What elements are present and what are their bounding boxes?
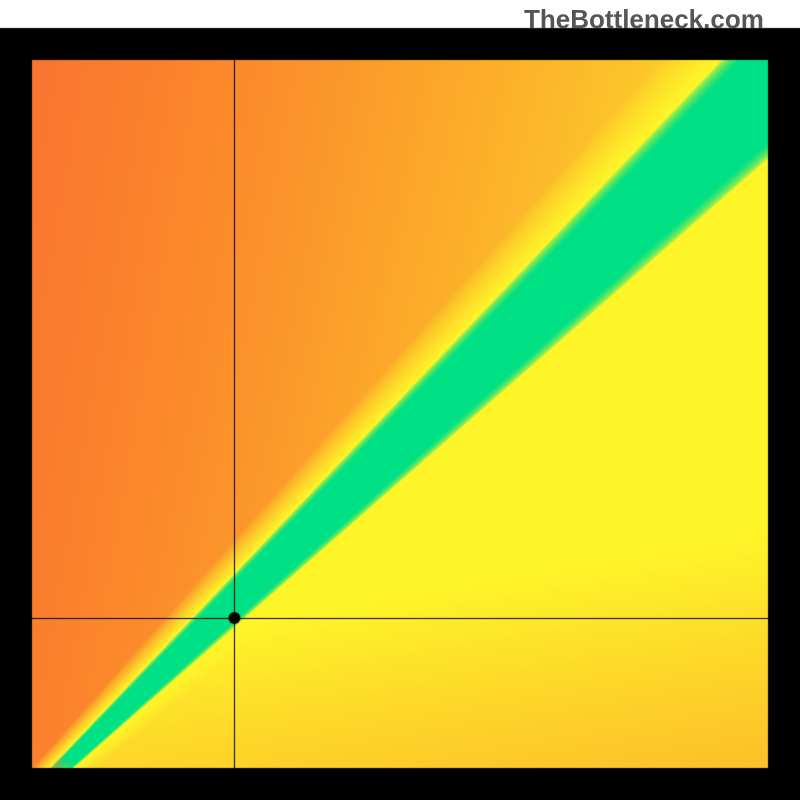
chart-container: TheBottleneck.com bbox=[0, 0, 800, 800]
heatmap-canvas bbox=[0, 0, 800, 800]
watermark-label: TheBottleneck.com bbox=[524, 4, 764, 35]
